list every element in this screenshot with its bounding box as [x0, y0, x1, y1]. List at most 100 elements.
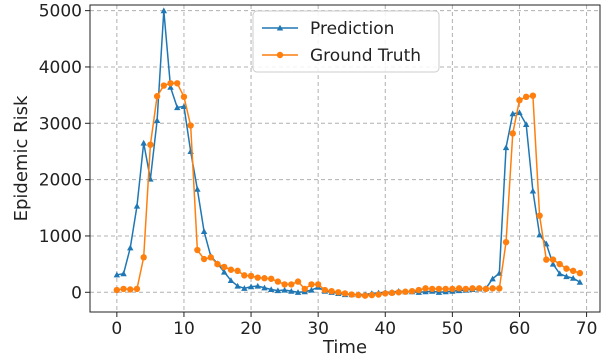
data-point: [429, 285, 436, 293]
data-point: [281, 281, 288, 288]
data-point: [294, 278, 302, 285]
legend-box: [252, 10, 440, 73]
data-point: [160, 82, 168, 89]
data-point: [180, 103, 188, 109]
data-point: [140, 139, 147, 146]
data-point: [200, 255, 208, 263]
data-point: [247, 272, 255, 280]
data-point: [422, 285, 429, 292]
plot-frame: [89, 4, 601, 313]
data-point: [576, 278, 584, 285]
data-point: [569, 267, 577, 275]
y-tick-label: 2000: [39, 171, 82, 191]
data-point: [455, 285, 463, 292]
data-point: [382, 290, 389, 297]
data-point: [549, 256, 557, 263]
data-point: [120, 285, 127, 293]
x-tick-label: 30: [307, 319, 329, 339]
data-point: [361, 292, 369, 299]
data-point: [308, 281, 315, 288]
data-point: [227, 277, 235, 284]
data-point: [368, 291, 376, 299]
data-point: [234, 267, 241, 275]
data-point: [241, 272, 248, 279]
y-tick-label: 0: [71, 283, 82, 303]
data-point: [221, 263, 228, 271]
data-point: [167, 84, 174, 90]
data-point: [288, 287, 295, 294]
data-point: [536, 231, 543, 238]
data-point: [294, 289, 302, 295]
legend-label-ground-truth: Ground Truth: [310, 46, 421, 66]
x-axis-label: Time: [322, 337, 367, 358]
data-point: [254, 282, 261, 289]
data-point: [261, 284, 268, 291]
data-point: [288, 281, 295, 288]
data-point: [529, 92, 537, 99]
data-point: [113, 286, 121, 294]
data-point: [348, 291, 355, 298]
data-point: [509, 110, 516, 117]
data-point: [536, 212, 543, 219]
legend-marker-prediction: [276, 24, 284, 31]
data-point: [133, 202, 141, 209]
data-point: [482, 285, 490, 293]
x-tick-label: 40: [374, 319, 396, 339]
data-point: [314, 281, 322, 288]
data-point: [496, 285, 503, 292]
data-point: [274, 287, 282, 294]
data-point: [509, 130, 516, 137]
data-point: [549, 260, 557, 267]
axis-ticks: 0 10 20 30 40 50 60 70 0 1000 2000 3000 4000 5000: [39, 2, 598, 339]
data-point: [194, 246, 201, 254]
data-point: [234, 282, 241, 289]
series-layer: [113, 7, 584, 299]
data-point: [576, 269, 584, 277]
data-point: [556, 260, 563, 268]
data-point: [341, 290, 349, 297]
data-point: [516, 96, 523, 104]
data-point: [442, 285, 449, 293]
data-point: [241, 285, 248, 291]
y-tick-label: 5000: [39, 2, 82, 22]
y-axis-label: Epidemic Risk: [11, 95, 32, 221]
data-point: [563, 265, 570, 272]
data-point: [254, 274, 261, 281]
data-point: [160, 7, 168, 14]
legend-marker-ground-truth: [276, 51, 284, 59]
y-tick-label: 4000: [39, 58, 82, 78]
data-point: [476, 285, 483, 292]
data-point: [516, 109, 523, 116]
data-point: [127, 286, 134, 293]
data-point: [462, 285, 469, 293]
series-ground-truth: [113, 80, 584, 299]
x-tick-label: 10: [173, 319, 195, 339]
x-tick-label: 20: [240, 319, 262, 339]
data-point: [174, 80, 181, 87]
data-point: [321, 286, 329, 294]
data-point: [328, 287, 335, 295]
data-point: [408, 287, 416, 295]
data-point: [167, 80, 174, 87]
data-point: [402, 288, 409, 295]
data-point: [449, 285, 456, 293]
data-point: [522, 121, 530, 127]
data-point: [522, 93, 530, 101]
data-point: [569, 275, 577, 281]
data-point: [113, 271, 121, 278]
data-point: [267, 286, 275, 293]
data-point: [395, 289, 402, 296]
data-point: [187, 148, 194, 155]
x-tick-label: 50: [442, 319, 464, 339]
data-point: [375, 291, 382, 298]
data-point: [489, 275, 496, 282]
data-point: [355, 291, 362, 299]
data-point: [247, 283, 255, 290]
legend-label-prediction: Prediction: [310, 19, 394, 39]
data-point: [415, 286, 423, 294]
x-tick-label: 60: [509, 319, 531, 339]
data-point: [469, 285, 476, 292]
data-point: [153, 93, 161, 100]
data-point: [529, 187, 537, 194]
